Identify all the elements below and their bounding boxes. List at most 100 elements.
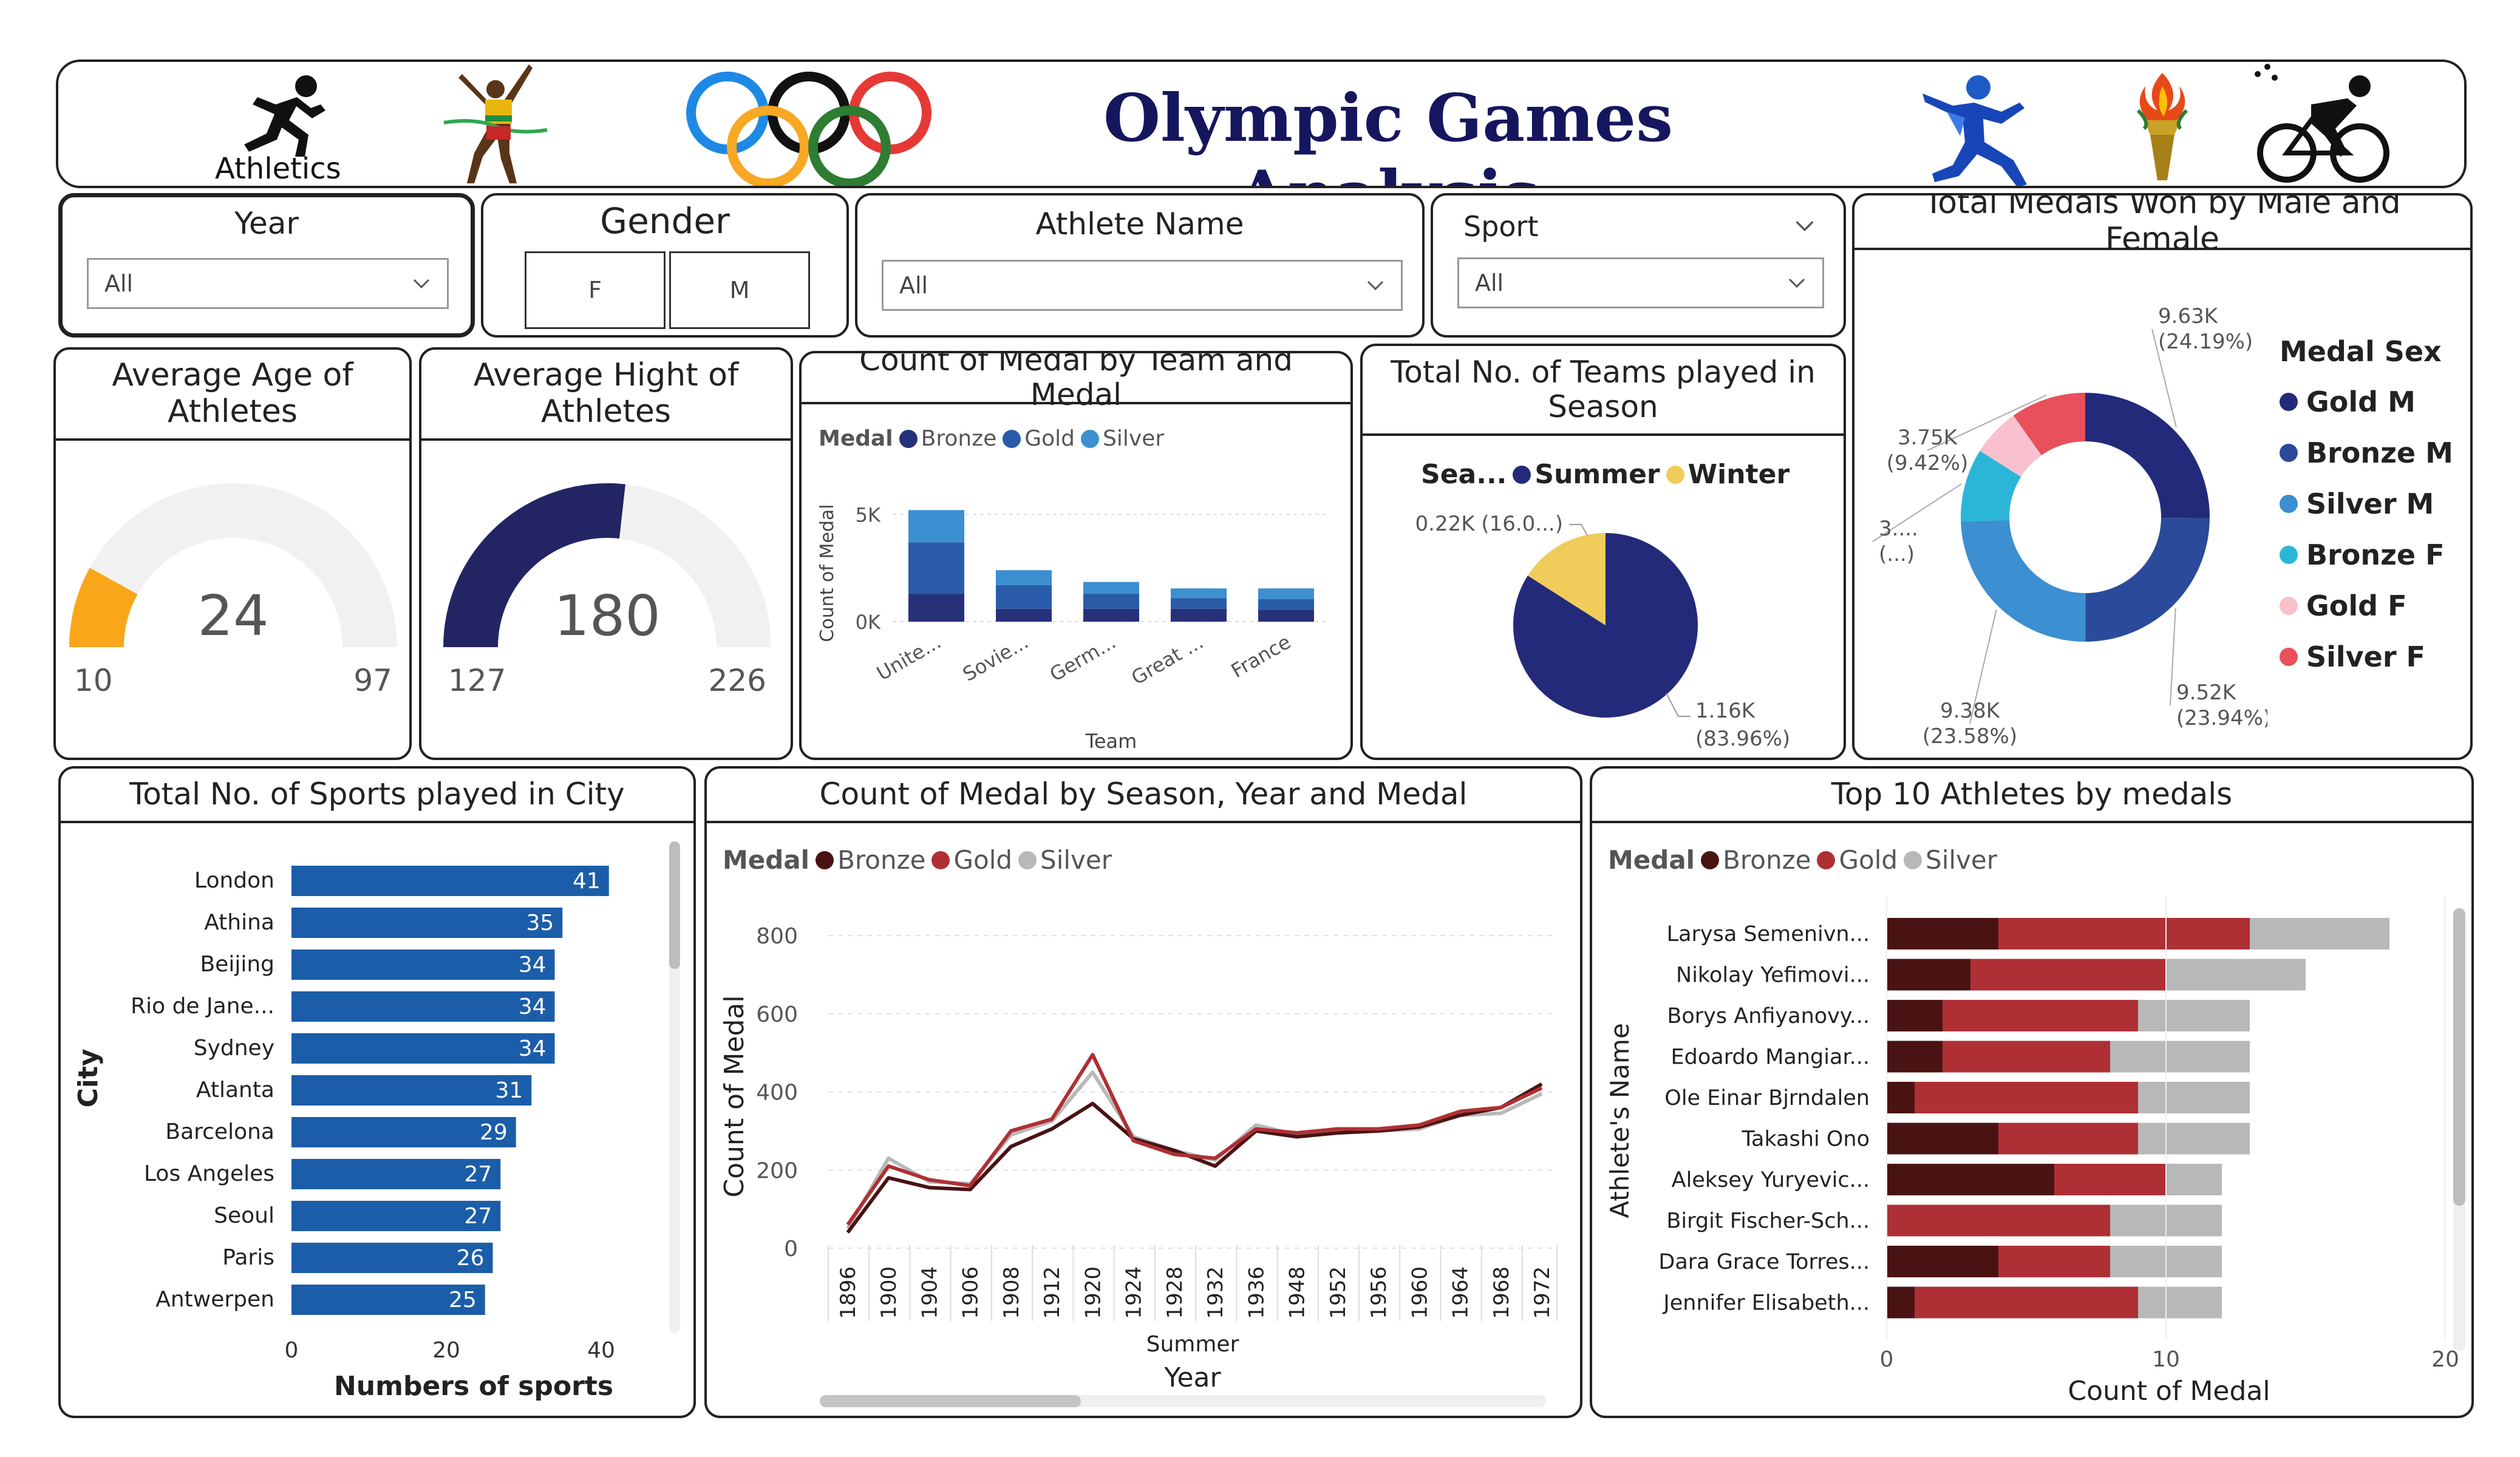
bar-segment-silver[interactable] [2166,959,2306,991]
bar-segment-bronze[interactable] [1887,1082,1915,1113]
bar-segment-bronze[interactable] [1083,608,1139,622]
bar-segment-gold[interactable] [908,542,964,594]
bar-segment-bronze[interactable] [1887,1000,1943,1031]
donut-slice-bronze-f[interactable] [1961,450,2021,522]
bar-segment-bronze[interactable] [1258,610,1314,622]
bar[interactable] [291,866,609,896]
legend-item-winter[interactable]: Winter [1666,459,1790,490]
gauge-track [69,483,397,647]
legend-item-silver[interactable]: Silver [1018,845,1112,875]
legend-item-bronze[interactable]: Bronze [899,426,996,451]
donut-slice-silver-f[interactable] [2013,393,2085,455]
legend-item-silver[interactable]: Silver [1081,426,1164,451]
legend-item-silver-f[interactable]: Silver F [2280,631,2453,682]
donut-slice-bronze-m[interactable] [2085,517,2210,642]
bar-segment-bronze[interactable] [908,594,964,622]
bar[interactable] [291,1159,501,1189]
bar-segment-bronze[interactable] [1887,959,1970,991]
bar-segment-silver[interactable] [996,570,1052,585]
bar-segment-silver[interactable] [1083,582,1139,594]
scrollbar-thumb[interactable] [2453,908,2465,1206]
legend-item-summer[interactable]: Summer [1513,459,1660,490]
line-series-silver[interactable] [846,1070,1543,1230]
year-dropdown[interactable]: All [87,258,449,309]
legend-item-gold-f[interactable]: Gold F [2280,580,2453,631]
bar-segment-silver[interactable] [2250,918,2389,949]
legend-item-bronze[interactable]: Bronze [1701,845,1811,875]
line-series-gold[interactable] [846,1053,1543,1226]
bar[interactable] [291,1285,485,1315]
x-tick-label: 1968 [1490,1266,1514,1319]
bar[interactable] [291,1033,555,1064]
chevron-down-icon [1788,278,1805,288]
bar-segment-bronze[interactable] [1887,1246,1998,1277]
bar-segment-gold[interactable] [996,585,1052,609]
top-athletes-legend: Medal Bronze Gold Silver [1608,845,1997,875]
bar-segment-bronze[interactable] [1887,1164,2054,1195]
bar-segment-bronze[interactable] [1171,608,1227,622]
bar-segment-gold[interactable] [1083,594,1139,609]
bar[interactable] [291,1201,501,1231]
gender-option-f[interactable]: F [525,251,666,329]
bar[interactable] [291,1243,493,1273]
scrollbar-thumb[interactable] [820,1395,1081,1407]
data-label: 34 [519,994,547,1019]
legend-item-silver[interactable]: Silver [1904,845,1997,875]
bar-segment-silver[interactable] [2166,1164,2222,1195]
bar-segment-silver[interactable] [2138,1286,2222,1319]
bar-segment-gold[interactable] [1887,1204,2110,1237]
legend-item-gold-m[interactable]: Gold M [2280,376,2453,427]
bar-segment-gold[interactable] [1915,1082,2138,1113]
bar-segment-silver[interactable] [2138,1082,2250,1113]
bar-segment-gold[interactable] [1998,918,2250,949]
bar-segment-gold[interactable] [1258,599,1314,610]
gender-option-m[interactable]: M [669,251,810,329]
bar-segment-silver[interactable] [1171,588,1227,599]
bar-segment-gold[interactable] [1998,1246,2110,1277]
scrollbar-thumb[interactable] [669,841,680,969]
bar-segment-gold[interactable] [1970,959,2166,991]
bar-segment-bronze[interactable] [996,608,1052,622]
bar-segment-gold[interactable] [1943,1041,2110,1073]
bar-segment-silver[interactable] [2138,1122,2250,1155]
bar[interactable] [291,991,555,1022]
donut-slice-gold-f[interactable] [1980,415,2042,477]
bar-segment-gold[interactable] [2054,1164,2166,1195]
legend-item-bronze[interactable]: Bronze [816,845,925,875]
bar-segment-silver[interactable] [908,510,964,543]
legend-item-bronze-f[interactable]: Bronze F [2280,529,2453,580]
legend-item-gold[interactable]: Gold [1817,845,1898,875]
legend-item-bronze-m[interactable]: Bronze M [2280,427,2453,478]
data-label-percent: (9.42%) [1887,451,1969,475]
legend-item-gold[interactable]: Gold [1003,426,1075,451]
bar-segment-bronze[interactable] [1887,1286,1915,1319]
bar-segment-silver[interactable] [1258,588,1314,599]
bar-segment-gold[interactable] [1915,1286,2138,1319]
pie-slice-winter[interactable] [1527,533,1606,625]
x-tick-label: Great ... [1128,630,1207,690]
bar-segment-gold[interactable] [1943,1000,2138,1031]
bar-segment-silver[interactable] [2138,1000,2250,1031]
bar[interactable] [291,908,563,938]
chevron-down-icon[interactable] [1793,214,1817,238]
bar-segment-bronze[interactable] [1887,1041,1943,1073]
age-gauge-title: Average Age of Athletes [56,350,409,441]
donut-slice-silver-m[interactable] [1961,520,2086,642]
bar[interactable] [291,949,555,980]
bar-segment-silver[interactable] [2110,1041,2250,1073]
x-tick-label: 20 [432,1338,460,1363]
legend-item-gold[interactable]: Gold [931,845,1012,875]
athlete-dropdown[interactable]: All [882,260,1403,311]
donut-slice-gold-m[interactable] [2085,393,2210,518]
legend-item-silver-m[interactable]: Silver M [2280,478,2453,529]
sport-dropdown[interactable]: All [1457,257,1824,308]
bar-segment-gold[interactable] [1998,1122,2138,1155]
bar-segment-bronze[interactable] [1887,1122,1998,1155]
bar-segment-gold[interactable] [1171,598,1227,609]
bar[interactable] [291,1117,516,1147]
medals-sex-donut: 9.63K(24.19%) 9.52K(23.94%) 9.38K(23.58%) 3… [1872,304,2267,749]
bar-segment-bronze[interactable] [1887,918,1998,949]
line-series-bronze[interactable] [846,1082,1543,1234]
data-label-value: 9.52K [2176,681,2237,705]
bar[interactable] [291,1075,532,1105]
